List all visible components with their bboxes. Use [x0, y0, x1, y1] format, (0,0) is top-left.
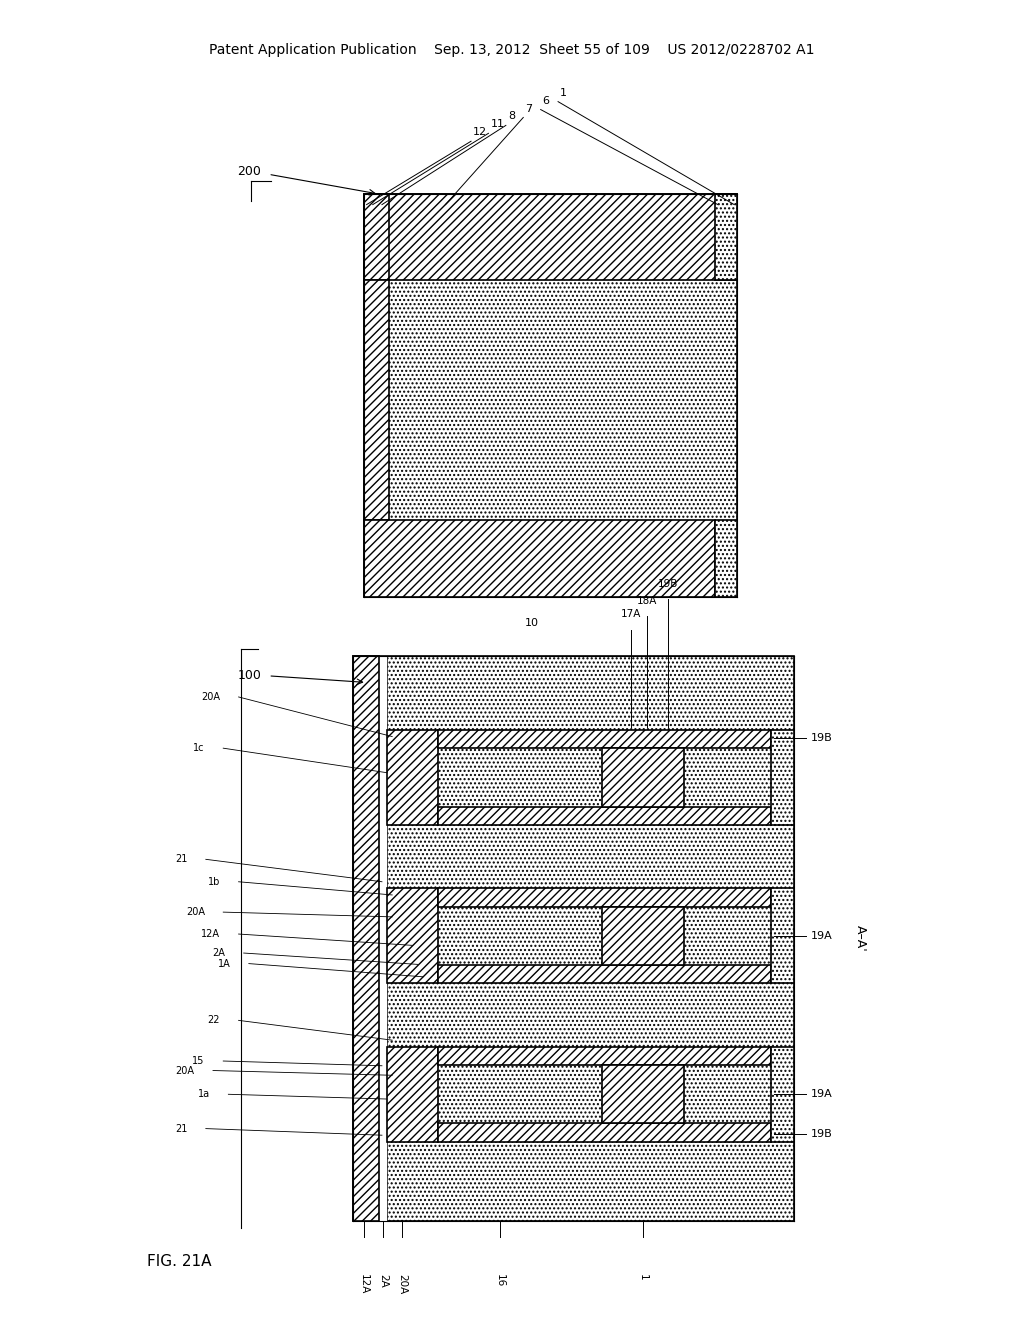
Text: FIG. 21A: FIG. 21A: [147, 1254, 211, 1269]
Bar: [364, 194, 737, 597]
Text: 19B: 19B: [811, 1129, 833, 1139]
Text: Patent Application Publication    Sep. 13, 2012  Sheet 55 of 109    US 2012/0228: Patent Application Publication Sep. 13, …: [209, 44, 815, 57]
Bar: [602, 907, 684, 965]
Bar: [379, 656, 387, 1221]
Text: 22: 22: [208, 1015, 220, 1026]
Text: 20A: 20A: [185, 907, 205, 917]
Text: 1b: 1b: [208, 876, 220, 887]
Bar: [438, 888, 771, 907]
Text: 1A: 1A: [218, 958, 230, 969]
Bar: [353, 656, 794, 1221]
Bar: [364, 194, 389, 280]
Text: 200: 200: [238, 165, 261, 178]
Text: 7: 7: [525, 103, 532, 114]
Text: 1: 1: [638, 1274, 648, 1280]
Bar: [387, 1047, 438, 1142]
Text: 2A: 2A: [378, 1274, 388, 1287]
Text: 100: 100: [238, 669, 261, 682]
Text: 10: 10: [524, 618, 539, 628]
Text: 2A: 2A: [212, 948, 225, 958]
Bar: [438, 1047, 771, 1065]
Text: 8: 8: [508, 111, 515, 121]
Bar: [715, 194, 737, 280]
Bar: [364, 194, 737, 280]
Bar: [602, 748, 684, 807]
Text: 21: 21: [175, 1123, 187, 1134]
Text: 19A: 19A: [811, 931, 833, 941]
Text: 1: 1: [560, 87, 567, 98]
Text: 6: 6: [543, 95, 550, 106]
Bar: [438, 965, 771, 983]
Bar: [353, 656, 379, 1221]
Bar: [771, 888, 794, 983]
Text: 18A: 18A: [637, 595, 657, 606]
Bar: [771, 1047, 794, 1142]
Text: 16: 16: [495, 1274, 505, 1287]
Text: 17A: 17A: [621, 609, 641, 619]
Bar: [602, 1065, 684, 1123]
Bar: [364, 280, 389, 520]
Text: 15: 15: [193, 1056, 205, 1067]
Bar: [387, 730, 438, 825]
Text: 19B: 19B: [811, 733, 833, 743]
Text: 19B: 19B: [657, 578, 678, 589]
Text: 21: 21: [175, 854, 187, 865]
Bar: [387, 888, 438, 983]
Text: 20A: 20A: [175, 1065, 195, 1076]
Bar: [438, 730, 771, 748]
Text: 12A: 12A: [358, 1274, 369, 1294]
Text: 20A: 20A: [397, 1274, 408, 1294]
Text: A–A': A–A': [854, 925, 866, 952]
Text: 1a: 1a: [198, 1089, 210, 1100]
Text: 19A: 19A: [811, 1089, 833, 1100]
Bar: [364, 520, 715, 597]
Bar: [438, 807, 771, 825]
Bar: [438, 1123, 771, 1142]
Text: 20A: 20A: [201, 692, 220, 702]
Text: 12: 12: [473, 127, 487, 137]
Bar: [715, 520, 737, 597]
Text: 1c: 1c: [194, 743, 205, 754]
Text: 11: 11: [490, 119, 505, 129]
Text: 12A: 12A: [201, 929, 220, 939]
Bar: [771, 730, 794, 825]
